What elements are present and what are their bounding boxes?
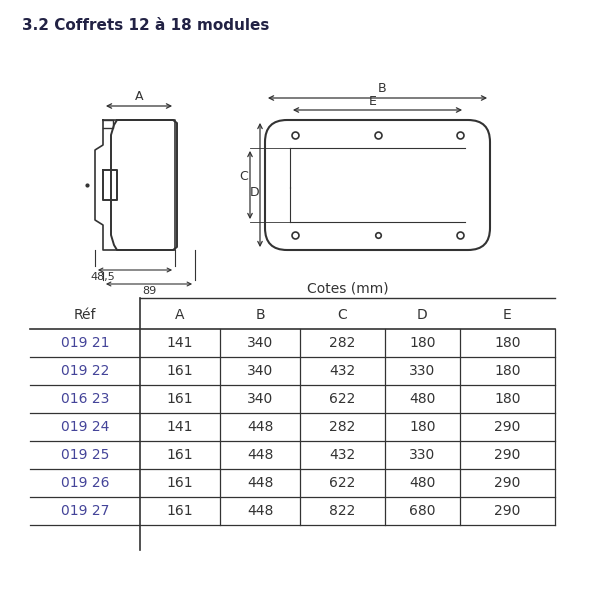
Text: 48,5: 48,5 [90, 272, 115, 282]
Text: 180: 180 [409, 336, 436, 350]
Text: 480: 480 [409, 392, 436, 406]
Text: 141: 141 [167, 336, 193, 350]
Text: 161: 161 [167, 504, 193, 518]
Text: 622: 622 [329, 392, 356, 406]
Text: 019 21: 019 21 [61, 336, 109, 350]
Text: 448: 448 [247, 448, 273, 462]
Text: B: B [255, 308, 265, 322]
Text: 282: 282 [329, 420, 356, 434]
Text: 180: 180 [409, 420, 436, 434]
Text: 680: 680 [409, 504, 436, 518]
Text: C: C [239, 170, 248, 184]
Text: B: B [378, 82, 387, 95]
Text: 340: 340 [247, 336, 273, 350]
Text: A: A [135, 90, 143, 103]
Text: 161: 161 [167, 364, 193, 378]
Text: E: E [503, 308, 512, 322]
Text: Cotes (mm): Cotes (mm) [307, 281, 388, 295]
Text: D: D [250, 187, 259, 199]
Text: 340: 340 [247, 392, 273, 406]
Text: Réf: Réf [74, 308, 96, 322]
Text: 019 27: 019 27 [61, 504, 109, 518]
Text: 480: 480 [409, 476, 436, 490]
Text: 448: 448 [247, 504, 273, 518]
Text: 019 25: 019 25 [61, 448, 109, 462]
FancyBboxPatch shape [265, 120, 490, 250]
Text: 180: 180 [494, 392, 521, 406]
Text: 622: 622 [329, 476, 356, 490]
Text: 141: 141 [167, 420, 193, 434]
Text: 330: 330 [409, 364, 436, 378]
Text: C: C [338, 308, 347, 322]
Text: E: E [368, 95, 376, 108]
Text: 432: 432 [329, 448, 356, 462]
Text: 290: 290 [494, 448, 521, 462]
Text: 330: 330 [409, 448, 436, 462]
Text: 019 26: 019 26 [61, 476, 109, 490]
Text: 161: 161 [167, 448, 193, 462]
Text: 432: 432 [329, 364, 356, 378]
Text: 180: 180 [494, 364, 521, 378]
Text: 290: 290 [494, 420, 521, 434]
Text: D: D [417, 308, 428, 322]
Text: 89: 89 [142, 286, 156, 296]
Text: 822: 822 [329, 504, 356, 518]
Text: 340: 340 [247, 364, 273, 378]
Text: 016 23: 016 23 [61, 392, 109, 406]
Text: 448: 448 [247, 420, 273, 434]
Text: 448: 448 [247, 476, 273, 490]
Text: A: A [175, 308, 185, 322]
Text: 161: 161 [167, 476, 193, 490]
Text: 290: 290 [494, 476, 521, 490]
Text: 282: 282 [329, 336, 356, 350]
Text: 290: 290 [494, 504, 521, 518]
Text: 161: 161 [167, 392, 193, 406]
Text: 019 22: 019 22 [61, 364, 109, 378]
Text: 3.2 Coffrets 12 à 18 modules: 3.2 Coffrets 12 à 18 modules [22, 18, 269, 33]
Text: 180: 180 [494, 336, 521, 350]
Text: 019 24: 019 24 [61, 420, 109, 434]
